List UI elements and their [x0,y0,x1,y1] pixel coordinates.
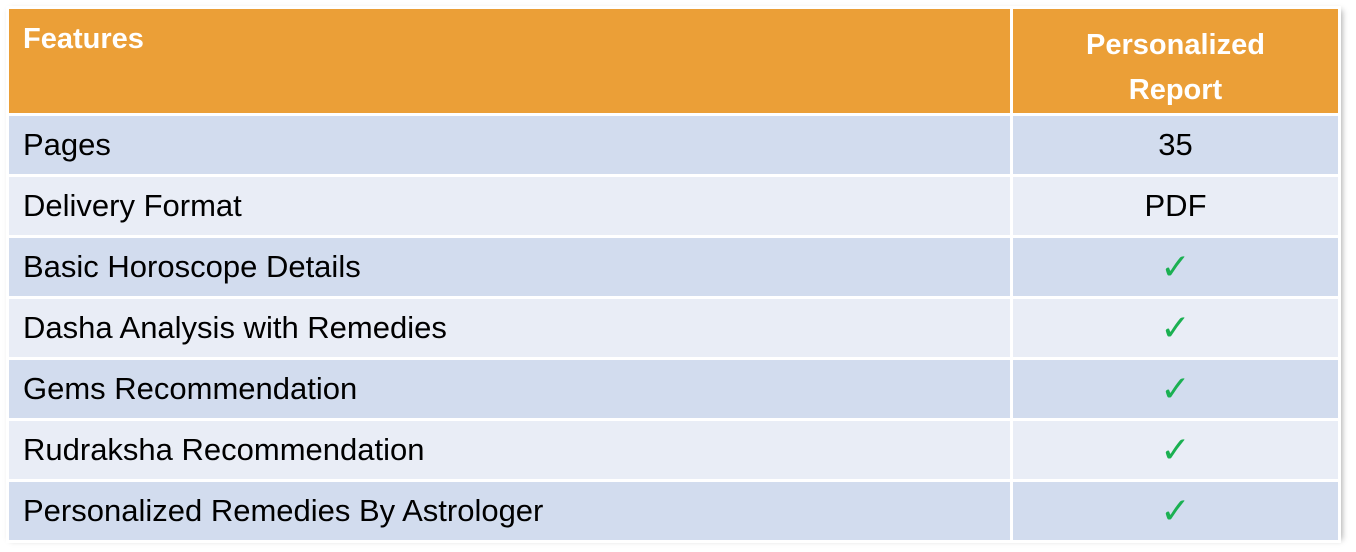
value-cell: ✓ [1010,479,1341,543]
features-table-container: Features Personalized Report Pages 35 De… [6,6,1341,543]
checkmark-icon: ✓ [1160,307,1191,348]
table-row: Dasha Analysis with Remedies ✓ [6,296,1341,360]
table-body: Pages 35 Delivery Format PDF Basic Horos… [6,113,1341,543]
checkmark-icon: ✓ [1160,246,1191,287]
feature-cell: Delivery Format [6,174,1013,238]
table-header: Features Personalized Report [6,6,1341,116]
report-column-header: Personalized Report [1010,6,1341,116]
value-cell: ✓ [1010,235,1341,299]
report-header-line1: Personalized [1086,29,1265,61]
value-cell: PDF [1010,174,1341,238]
table-row: Gems Recommendation ✓ [6,357,1341,421]
feature-cell: Dasha Analysis with Remedies [6,296,1013,360]
feature-cell: Rudraksha Recommendation [6,418,1013,482]
features-column-header: Features [6,6,1013,116]
features-table: Features Personalized Report Pages 35 De… [6,6,1341,543]
table-row: Personalized Remedies By Astrologer ✓ [6,479,1341,543]
report-header-line2: Report [1128,74,1223,106]
value-cell: ✓ [1010,296,1341,360]
table-row: Pages 35 [6,113,1341,177]
value-cell: 35 [1010,113,1341,177]
value-cell: ✓ [1010,357,1341,421]
feature-cell: Pages [6,113,1013,177]
table-row: Delivery Format PDF [6,174,1341,238]
feature-cell: Basic Horoscope Details [6,235,1013,299]
table-row: Basic Horoscope Details ✓ [6,235,1341,299]
checkmark-icon: ✓ [1160,429,1191,470]
header-row: Features Personalized Report [6,6,1341,116]
feature-cell: Personalized Remedies By Astrologer [6,479,1013,543]
value-cell: ✓ [1010,418,1341,482]
checkmark-icon: ✓ [1160,490,1191,531]
table-row: Rudraksha Recommendation ✓ [6,418,1341,482]
feature-cell: Gems Recommendation [6,357,1013,421]
checkmark-icon: ✓ [1160,368,1191,409]
